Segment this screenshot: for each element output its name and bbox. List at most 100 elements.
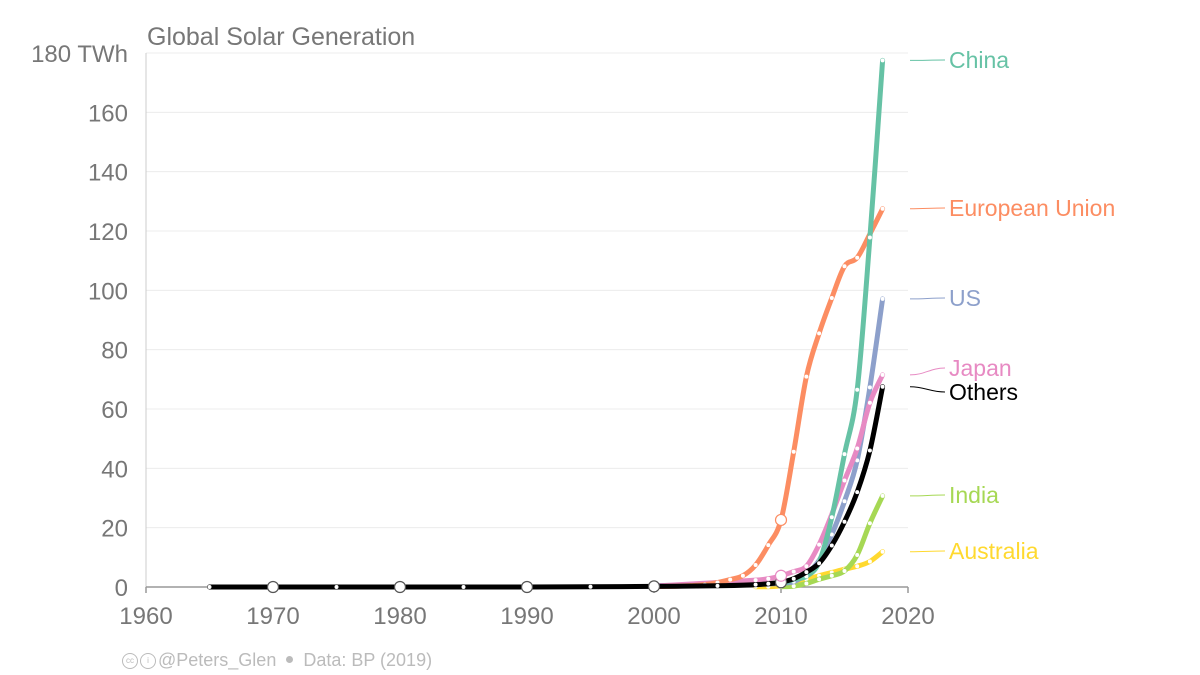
decade-marker-european-union xyxy=(774,513,788,527)
leader-line-us xyxy=(909,297,946,300)
y-tick-label: 100 xyxy=(88,278,128,305)
data-point-australia xyxy=(880,549,885,554)
data-point-european-union xyxy=(753,563,758,568)
data-point-others xyxy=(393,580,407,594)
data-point-others xyxy=(520,580,534,594)
data-point-india xyxy=(804,581,809,586)
data-point-others xyxy=(647,580,661,593)
data-point-japan xyxy=(867,400,872,405)
data-point-us xyxy=(855,458,860,463)
data-point-european-union xyxy=(766,543,771,548)
data-point-others xyxy=(880,384,885,389)
attribution-icon: i xyxy=(140,653,156,670)
y-tick-label: 20 xyxy=(101,516,128,543)
separator-dot xyxy=(286,656,294,664)
series-line-china xyxy=(778,57,886,588)
data-point-japan xyxy=(880,372,885,377)
data-point-european-union xyxy=(804,374,809,379)
leader-line-others xyxy=(909,386,946,393)
data-point-us xyxy=(880,296,885,301)
data-point-others xyxy=(855,490,860,495)
data-point-european-union xyxy=(740,573,745,578)
x-tick-label: 2000 xyxy=(627,603,680,630)
data-point-india xyxy=(817,577,822,582)
data-point-others xyxy=(766,581,771,586)
series-label-others: Others xyxy=(949,379,1018,405)
data-point-japan xyxy=(817,542,822,547)
data-point-india xyxy=(855,552,860,557)
data-point-japan xyxy=(855,446,860,451)
data-point-others xyxy=(334,585,339,589)
series-label-us: US xyxy=(949,285,981,311)
leader-line-australia xyxy=(909,550,946,553)
data-point-others xyxy=(266,580,280,594)
series-label-australia: Australia xyxy=(949,538,1039,564)
y-tick-label: 180 TWh xyxy=(31,41,128,68)
solar-generation-chart: 0 20 40 60 80 100 120 140 160 180 TWh 1960 1970 198… xyxy=(31,23,1115,630)
data-point-others xyxy=(753,582,758,587)
leader-line-european-union xyxy=(909,207,946,210)
data-point-india xyxy=(829,573,834,578)
series-label-european-union: European Union xyxy=(949,195,1115,221)
y-tick-label: 40 xyxy=(101,456,128,483)
data-point-china xyxy=(855,387,860,392)
series-line-japan xyxy=(651,372,886,589)
x-tick-label: 2010 xyxy=(754,603,807,630)
data-point-european-union xyxy=(791,449,796,454)
y-tick-label: 60 xyxy=(101,397,128,424)
data-point-european-union xyxy=(728,577,733,582)
leader-line-india xyxy=(909,494,946,497)
grid-lines xyxy=(145,52,908,588)
x-tick-label: 1960 xyxy=(119,603,172,630)
data-point-european-union xyxy=(880,206,885,211)
data-point-india xyxy=(842,568,847,573)
y-tick-label: 0 xyxy=(115,575,128,602)
data-point-china xyxy=(829,515,834,520)
x-tick-label: 1970 xyxy=(246,603,299,630)
data-point-others xyxy=(867,448,872,453)
y-tick-label: 80 xyxy=(101,338,128,365)
series-line-others xyxy=(207,384,886,590)
data-point-india xyxy=(791,584,796,589)
x-tick-label: 1990 xyxy=(500,603,553,630)
chart-footer: cc i @Peters_Glen Data: BP (2019) xyxy=(122,650,432,671)
data-point-china xyxy=(842,452,847,457)
data-point-australia xyxy=(855,564,860,569)
data-point-japan xyxy=(842,478,847,483)
x-axis: 1960 1970 1980 1990 2000 2010 2020 xyxy=(119,586,935,630)
data-point-others xyxy=(791,576,796,581)
data-point-others xyxy=(842,519,847,524)
data-point-european-union xyxy=(842,264,847,269)
data-point-european-union xyxy=(829,296,834,301)
data-point-us xyxy=(867,385,872,390)
data-point-japan xyxy=(766,576,771,581)
data-point-european-union xyxy=(817,331,822,336)
data-point-european-union xyxy=(855,255,860,260)
series-lines xyxy=(207,57,886,594)
series-label-japan: Japan xyxy=(949,355,1012,381)
creative-commons-icon: cc xyxy=(122,653,138,670)
data-point-others xyxy=(461,585,466,589)
data-point-china xyxy=(867,235,872,240)
data-point-china xyxy=(880,58,885,63)
data-point-india xyxy=(880,493,885,498)
leader-line-japan xyxy=(909,367,946,376)
y-tick-label: 140 xyxy=(88,160,128,187)
x-tick-label: 2020 xyxy=(881,603,934,630)
data-point-others xyxy=(804,570,809,575)
data-source: Data: BP (2019) xyxy=(303,650,433,670)
data-point-australia xyxy=(867,559,872,564)
data-point-others xyxy=(588,584,593,589)
series-label-china: China xyxy=(949,47,1009,73)
data-point-others xyxy=(829,543,834,548)
x-tick-label: 1980 xyxy=(373,603,426,630)
chart-title: Global Solar Generation xyxy=(147,23,415,51)
series-line-european-union xyxy=(651,206,886,590)
data-point-us xyxy=(842,499,847,504)
decade-marker-japan xyxy=(774,569,788,582)
data-point-japan xyxy=(791,569,796,574)
y-tick-label: 120 xyxy=(88,219,128,246)
data-point-japan xyxy=(753,578,758,583)
